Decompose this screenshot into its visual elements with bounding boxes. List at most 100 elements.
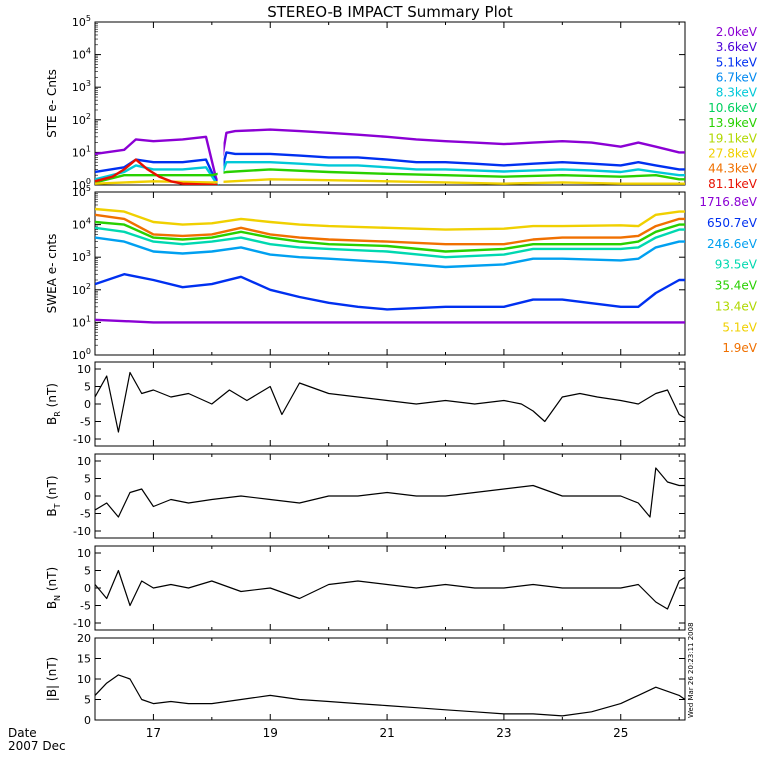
- legend-entry: 19.1keV: [708, 131, 758, 145]
- series-line: [95, 273, 685, 311]
- panel-bt: -10 -5 0 5 10 BT (nT): [45, 453, 686, 539]
- series-group: [95, 674, 685, 717]
- legend-entry: 8.3keV: [716, 86, 758, 100]
- y-tick-label: -10: [73, 617, 91, 630]
- x-tick-label: 21: [379, 726, 394, 740]
- y-tick-label: 0: [84, 714, 91, 727]
- y-tick-label: 100: [72, 347, 91, 362]
- y-tick-label: 15: [77, 653, 91, 666]
- panel-frame: [94, 191, 686, 356]
- series-group: [95, 371, 685, 433]
- legend-entry: 650.7eV: [707, 216, 758, 230]
- legend-entry: 27.8keV: [708, 146, 758, 160]
- y-tick-label: 103: [72, 79, 91, 94]
- y-tick-label: 101: [72, 314, 91, 329]
- y-tick-label: -10: [73, 525, 91, 538]
- x-tick-label: 17: [146, 726, 161, 740]
- y-tick-label: -5: [80, 600, 91, 613]
- y-tick-label: -10: [73, 433, 91, 446]
- legend-entry: 81.1keV: [708, 177, 758, 191]
- y-tick-label: 104: [72, 217, 91, 232]
- y-tick-label: 5: [84, 473, 91, 486]
- series-line: [95, 318, 685, 324]
- series-line: [95, 674, 685, 717]
- series-group: [95, 569, 685, 610]
- plot-title: STEREO-B IMPACT Summary Plot: [267, 3, 513, 21]
- series-line: [95, 160, 685, 185]
- y-tick-label: 0: [84, 398, 91, 411]
- legend-entry: 13.4eV: [715, 299, 758, 313]
- panel-ste: 100 101 102 103 104 105 STE e- Cnts 2.0keV3.6ke…: [45, 14, 758, 192]
- panel-frame: [94, 637, 686, 721]
- y-tick-label: -5: [80, 416, 91, 429]
- y-axis-label: BN (nT): [45, 567, 62, 609]
- y-tick-label: 100: [72, 177, 91, 192]
- panel-frame: [94, 21, 686, 186]
- y-axis-label: |B| (nT): [45, 657, 59, 701]
- y-tick-label: 20: [77, 632, 91, 645]
- x-tick-label: 23: [496, 726, 511, 740]
- series-line: [95, 371, 685, 433]
- legend-entry: 246.6eV: [707, 237, 758, 251]
- series-line: [95, 128, 685, 185]
- series-line: [95, 168, 685, 184]
- series-line: [95, 236, 685, 269]
- legend-entry: 1716.8eV: [699, 195, 757, 209]
- legend-entry: 13.9keV: [708, 116, 758, 130]
- y-tick-label: 104: [72, 47, 91, 62]
- y-axis-label: BT (nT): [45, 475, 62, 516]
- y-tick-label: 5: [84, 381, 91, 394]
- series-line: [95, 151, 685, 185]
- y-axis-label: SWEA e- cnts: [45, 234, 59, 314]
- y-tick-label: 102: [72, 282, 91, 297]
- panel-br: -10 -5 0 5 10 BR (nT): [45, 361, 686, 447]
- y-axis-label: BR (nT): [45, 383, 62, 425]
- legend-entry: 6.7keV: [716, 71, 758, 85]
- series-line: [95, 207, 685, 231]
- date-label: Date: [8, 726, 37, 740]
- legend-entry: 44.3keV: [708, 162, 758, 176]
- series-line: [95, 467, 685, 518]
- y-tick-label: -5: [80, 508, 91, 521]
- y-tick-label: 103: [72, 249, 91, 264]
- panel-bmag: 0 5 10 15 20 |B| (nT): [45, 632, 686, 727]
- legend-entry: 93.5eV: [715, 258, 758, 272]
- series-line: [95, 220, 685, 253]
- series-line: [95, 226, 685, 259]
- legend-entry: 10.6keV: [708, 101, 758, 115]
- legend-entry: 5.1keV: [716, 55, 758, 69]
- x-axis: 17 19 21 23 25: [146, 726, 629, 740]
- y-tick-label: 102: [72, 112, 91, 127]
- legend-entry: 35.4eV: [715, 279, 758, 293]
- y-tick-label: 10: [77, 455, 91, 468]
- y-tick-label: 105: [72, 14, 91, 29]
- legend-entry: 1.9eV: [722, 341, 757, 355]
- x-tick-label: 19: [263, 726, 278, 740]
- series-group: [95, 207, 685, 324]
- legend-entry: 2.0keV: [716, 25, 758, 39]
- y-tick-label: 101: [72, 144, 91, 159]
- series-group: [95, 467, 685, 518]
- y-tick-label: 0: [84, 582, 91, 595]
- data-gap: [217, 23, 224, 184]
- y-tick-label: 10: [77, 547, 91, 560]
- y-tick-label: 5: [84, 565, 91, 578]
- y-tick-label: 0: [84, 490, 91, 503]
- y-tick-label: 10: [77, 363, 91, 376]
- series-line: [95, 158, 218, 185]
- x-tick-label: 25: [613, 726, 628, 740]
- panel-swea: 100 101 102 103 104 105 SWEA e- cnts 1716.8eV 65…: [45, 184, 758, 362]
- legend-entry: 3.6keV: [716, 40, 758, 54]
- y-tick-label: 5: [84, 694, 91, 707]
- month-label: 2007 Dec: [8, 739, 66, 753]
- series-line: [95, 213, 685, 246]
- timestamp: Wed Mar 26 20:23:11 2008: [687, 622, 695, 718]
- y-axis-label: STE e- Cnts: [45, 69, 59, 138]
- series-line: [95, 569, 685, 610]
- y-tick-label: 10: [77, 673, 91, 686]
- panel-bn: -10 -5 0 5 10 BN (nT): [45, 545, 686, 631]
- series-line: [95, 178, 685, 185]
- series-group: [95, 23, 685, 185]
